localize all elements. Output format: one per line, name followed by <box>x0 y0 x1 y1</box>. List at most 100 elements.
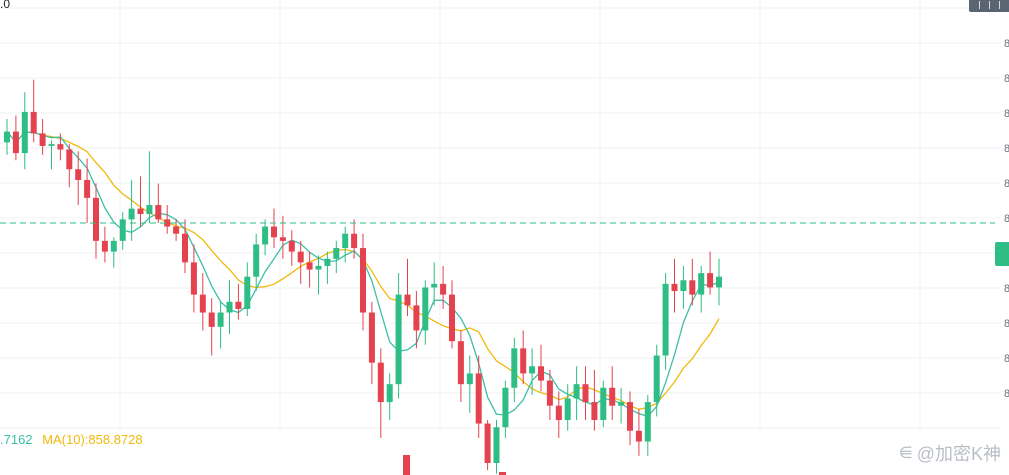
candle-down[interactable] <box>155 205 162 220</box>
candle-up[interactable] <box>253 244 260 277</box>
current-price-tag[interactable] <box>995 242 1009 266</box>
price-axis-tick: 8 <box>1004 213 1009 225</box>
candle-down[interactable] <box>93 197 99 241</box>
candle-down[interactable] <box>538 366 544 381</box>
candle-down[interactable] <box>279 237 286 241</box>
candle-down[interactable] <box>57 144 64 150</box>
volume-bar <box>499 472 506 475</box>
candle-down[interactable] <box>449 294 455 342</box>
candle-up[interactable] <box>493 427 500 463</box>
candle-up[interactable] <box>680 280 687 292</box>
candle-up[interactable] <box>466 373 473 385</box>
candle-down[interactable] <box>101 240 108 252</box>
candle-down[interactable] <box>404 294 411 306</box>
candle-down[interactable] <box>582 384 589 403</box>
candle-down[interactable] <box>182 233 188 263</box>
candle-down[interactable] <box>457 341 464 385</box>
candle-up[interactable] <box>716 276 722 288</box>
candle-down[interactable] <box>360 248 366 313</box>
candle-up[interactable] <box>422 287 429 331</box>
price-axis-tick: 8 <box>1004 143 1009 155</box>
price-axis-tick: 8 <box>1004 38 1009 50</box>
candle-down[interactable] <box>12 131 19 154</box>
candle-down[interactable] <box>440 283 447 295</box>
candle-down[interactable] <box>30 111 37 134</box>
price-axis-tick: 8 <box>1004 73 1009 85</box>
candle-down[interactable] <box>475 373 482 424</box>
candle-up[interactable] <box>342 233 349 249</box>
candle-up[interactable] <box>244 276 251 309</box>
candle-up[interactable] <box>119 219 126 241</box>
candle-down[interactable] <box>707 273 714 288</box>
candle-up[interactable] <box>573 384 580 399</box>
candle-up[interactable] <box>529 366 536 374</box>
chart-toolbar-button[interactable] <box>969 0 1009 12</box>
candle-down[interactable] <box>555 405 562 420</box>
candle-down[interactable] <box>546 380 553 406</box>
candle-up[interactable] <box>644 402 651 442</box>
candle-up[interactable] <box>431 283 438 288</box>
candle-down[interactable] <box>173 226 180 234</box>
price-axis-tick: 8 <box>1004 388 1009 400</box>
candle-up[interactable] <box>110 240 117 252</box>
ma-legend: .7162 MA(10):858.8728 <box>0 432 143 447</box>
candle-up[interactable] <box>502 387 509 428</box>
candle-down[interactable] <box>271 226 277 238</box>
candle-up[interactable] <box>333 248 340 259</box>
candle-up[interactable] <box>600 387 607 420</box>
candle-up[interactable] <box>698 273 705 295</box>
toolbar-divider <box>989 1 990 9</box>
candle-down[interactable] <box>609 387 616 406</box>
candle-down[interactable] <box>635 430 642 442</box>
price-axis-tick: 8 <box>1004 283 1009 295</box>
candle-up[interactable] <box>217 312 224 327</box>
candle-up[interactable] <box>315 265 322 270</box>
candle-down[interactable] <box>591 402 598 420</box>
candle-down[interactable] <box>137 208 144 214</box>
candle-down[interactable] <box>297 251 304 263</box>
price-axis-tick: 8 <box>1004 318 1009 330</box>
candle-down[interactable] <box>199 294 206 313</box>
candle-up[interactable] <box>4 131 10 143</box>
chart-grid <box>0 0 1000 430</box>
candle-up[interactable] <box>564 398 571 420</box>
candle-up[interactable] <box>48 144 55 146</box>
volume-bar <box>403 455 410 475</box>
candle-up[interactable] <box>128 208 135 220</box>
watermark: ⋹ @加密K神 <box>899 440 1001 466</box>
candle-down[interactable] <box>689 280 696 295</box>
candle-down[interactable] <box>164 219 171 227</box>
candle-down[interactable] <box>306 262 313 270</box>
candle-down[interactable] <box>288 240 295 252</box>
candle-down[interactable] <box>235 301 242 309</box>
toolbar-divider <box>999 1 1000 9</box>
candle-down[interactable] <box>671 283 678 292</box>
candle-up[interactable] <box>262 226 269 245</box>
candle-up[interactable] <box>662 283 669 356</box>
candle-down[interactable] <box>66 149 73 170</box>
price-axis-tick: 8 <box>1004 108 1009 120</box>
candle-up[interactable] <box>21 111 28 154</box>
candle-down[interactable] <box>190 262 197 295</box>
candle-down[interactable] <box>627 402 633 431</box>
candle-up[interactable] <box>324 258 331 266</box>
candle-up[interactable] <box>226 301 233 313</box>
candle-up[interactable] <box>618 402 625 406</box>
candle-down[interactable] <box>351 233 358 249</box>
candle-down[interactable] <box>484 423 491 463</box>
candle-up[interactable] <box>395 294 402 385</box>
candle-down[interactable] <box>368 312 375 363</box>
candle-down[interactable] <box>39 133 46 146</box>
candle-down[interactable] <box>413 305 420 331</box>
candle-up[interactable] <box>653 355 660 403</box>
candle-up[interactable] <box>386 384 393 403</box>
candle-down[interactable] <box>84 179 91 198</box>
candle-down[interactable] <box>377 362 384 403</box>
candle-down[interactable] <box>208 312 215 327</box>
watermark-text: @加密K神 <box>916 444 1001 464</box>
candle-down[interactable] <box>75 169 82 180</box>
candle-up[interactable] <box>146 205 153 214</box>
candle-down[interactable] <box>520 348 527 374</box>
candle-up[interactable] <box>511 348 518 388</box>
